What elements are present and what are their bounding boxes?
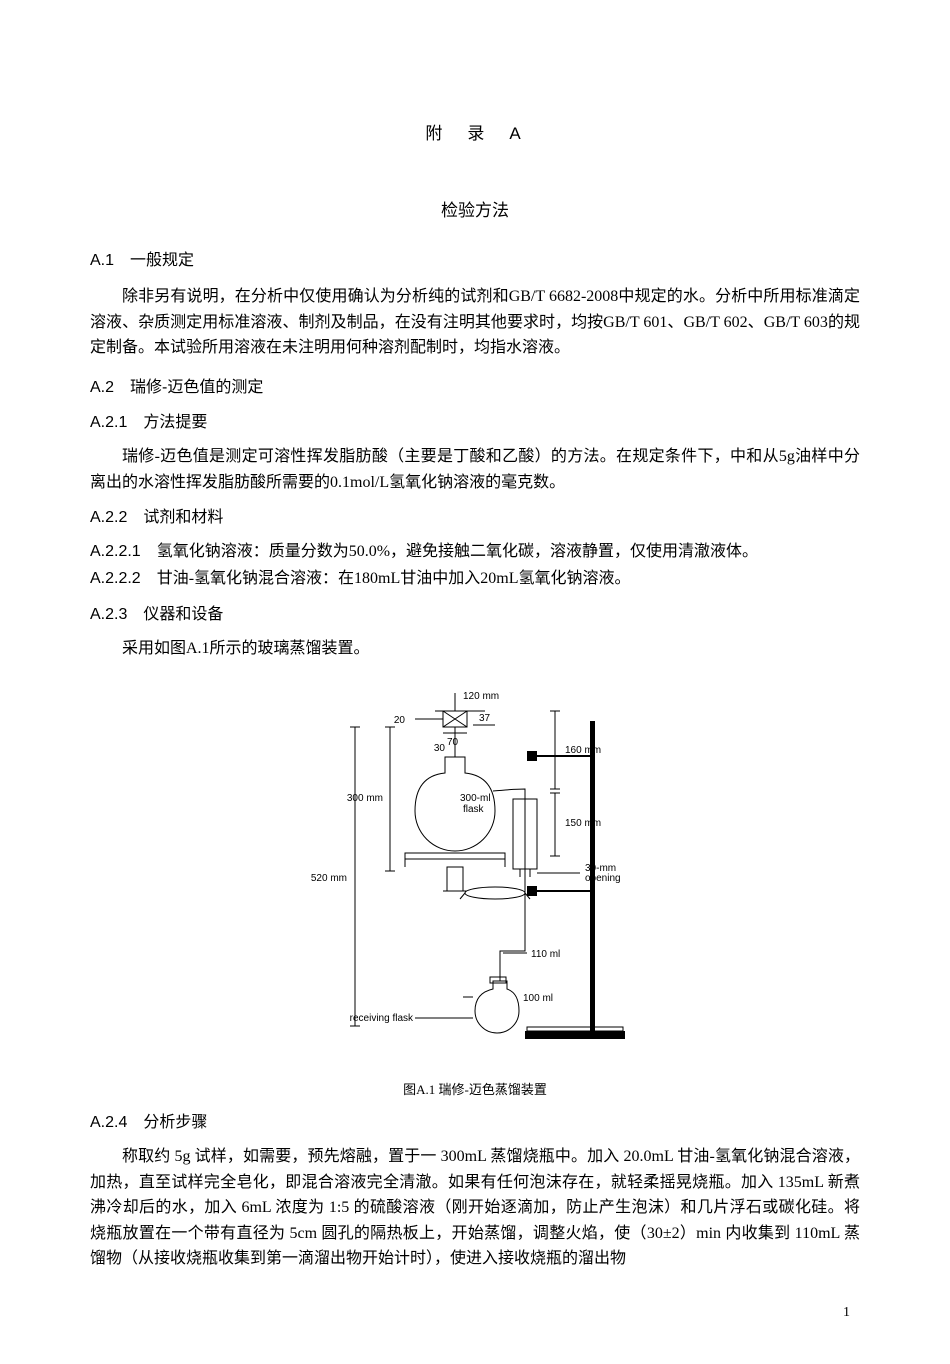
label-120mm: 120 mm: [463, 691, 499, 702]
item-a222-num: A.2.2.2: [90, 570, 141, 587]
section-a24-paragraph: 称取约 5g 试样，如需要，预先熔融，置于一 300mL 蒸馏烧瓶中。加入 20…: [90, 1144, 860, 1272]
section-a23-heading: A.2.3 仪器和设备: [90, 602, 860, 628]
document-title: 检验方法: [90, 197, 860, 224]
label-150mm: 150 mm: [565, 818, 601, 829]
label-20: 20: [394, 715, 406, 726]
document-page: 附 录 A 检验方法 A.1 一般规定 除非另有说明，在分析中仅使用确认为分析纯…: [0, 0, 950, 1364]
svg-text:30: 30: [434, 743, 446, 754]
item-a222: A.2.2.2 甘油-氢氧化钠混合溶液：在180mL甘油中加入20mL氢氧化钠溶…: [90, 566, 860, 592]
label-37: 37: [479, 713, 491, 724]
figure-a1-caption: 图A.1 瑞修-迈色蒸馏装置: [90, 1080, 860, 1101]
label-160mm: 160 mm: [565, 745, 601, 756]
distillation-apparatus-diagram: 120 mm 20 70 37 30 160 mm: [295, 681, 655, 1061]
label-30mm-opening: 30-mm opening: [585, 863, 621, 884]
label-70: 70: [447, 737, 459, 748]
section-a24-heading: A.2.4 分析步骤: [90, 1110, 860, 1136]
figure-a1: 120 mm 20 70 37 30 160 mm: [90, 681, 860, 1070]
section-a1-heading: A.1 一般规定: [90, 248, 860, 274]
item-a221-num: A.2.2.1: [90, 543, 141, 560]
section-a1-paragraph: 除非另有说明，在分析中仅使用确认为分析纯的试剂和GB/T 6682-2008中规…: [90, 284, 860, 361]
label-300mm: 300 mm: [347, 793, 383, 804]
section-a21-paragraph: 瑞修-迈色值是测定可溶性挥发脂肪酸（主要是丁酸和乙酸）的方法。在规定条件下，中和…: [90, 444, 860, 495]
section-a2-heading: A.2 瑞修-迈色值的测定: [90, 375, 860, 401]
label-520mm: 520 mm: [311, 873, 347, 884]
section-a23-paragraph: 采用如图A.1所示的玻璃蒸馏装置。: [90, 636, 860, 662]
item-a221-text: 氢氧化钠溶液：质量分数为50.0%，避免接触二氧化碳，溶液静置，仅使用清澈液体。: [141, 543, 758, 560]
item-a222-text: 甘油-氢氧化钠混合溶液：在180mL甘油中加入20mL氢氧化钠溶液。: [141, 570, 631, 587]
appendix-title: 附 录 A: [90, 120, 860, 147]
label-receiving-flask: receiving flask: [350, 1013, 414, 1024]
page-number: 1: [90, 1302, 860, 1324]
label-110ml: 110 ml: [531, 949, 560, 960]
label-100ml: 100 ml: [523, 993, 553, 1004]
section-a22-heading: A.2.2 试剂和材料: [90, 505, 860, 531]
item-a221: A.2.2.1 氢氧化钠溶液：质量分数为50.0%，避免接触二氧化碳，溶液静置，…: [90, 539, 860, 565]
section-a21-heading: A.2.1 方法提要: [90, 410, 860, 436]
label-300ml-flask: 300-ml flask: [460, 793, 493, 815]
